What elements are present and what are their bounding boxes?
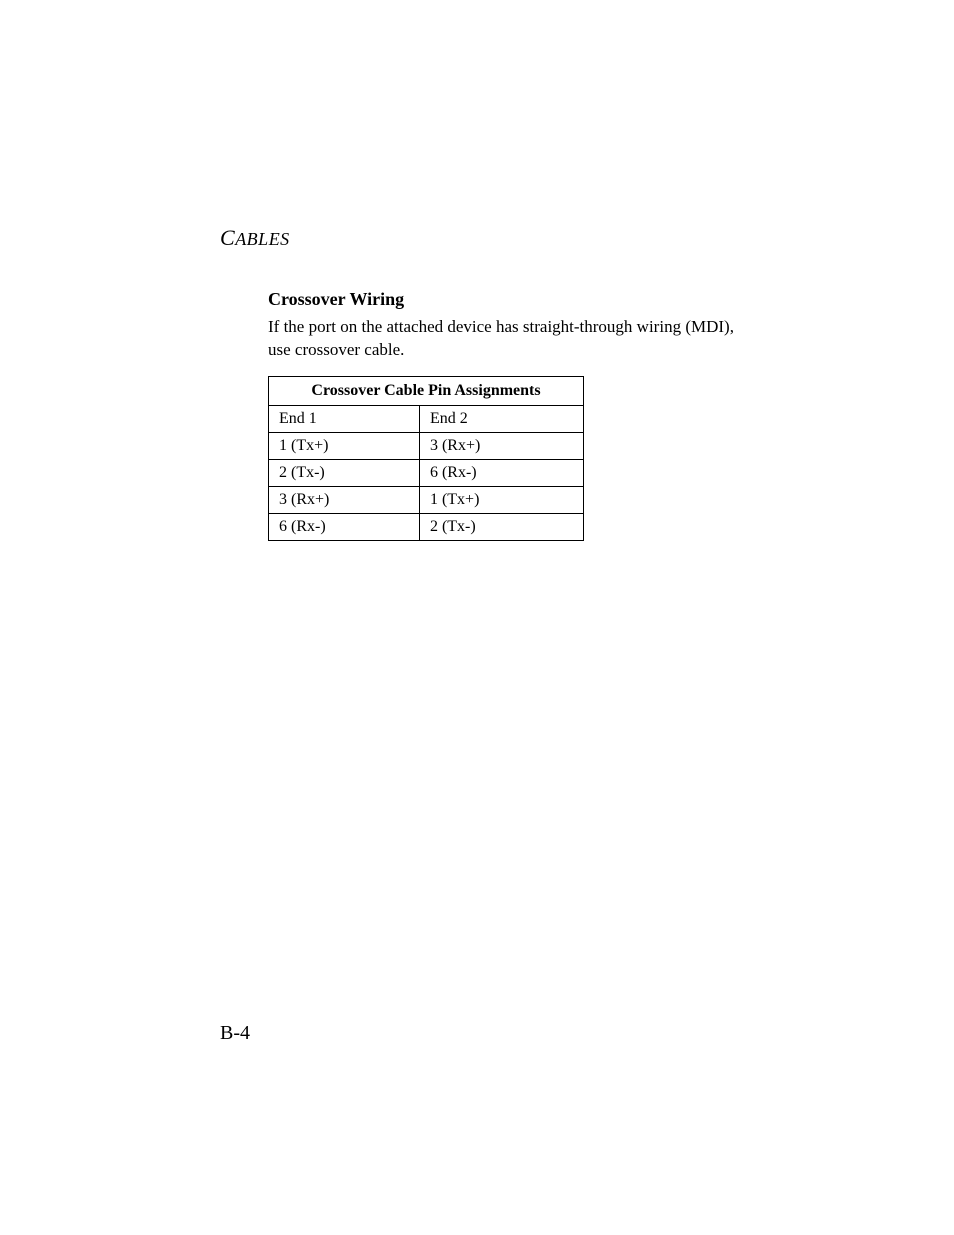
table-caption: Crossover Cable Pin Assignments [269,376,584,405]
section-title: Crossover Wiring [268,289,744,310]
table-cell: 3 (Rx+) [269,486,420,513]
running-head-initial: C [220,225,235,250]
running-head: CABLES [220,225,744,251]
table-cell: 6 (Rx-) [269,513,420,540]
section: Crossover Wiring If the port on the atta… [268,289,744,541]
section-body: If the port on the attached device has s… [268,316,738,362]
table-row: 2 (Tx-) 6 (Rx-) [269,459,584,486]
table-col-header: End 2 [419,405,583,432]
table-header-row: End 1 End 2 [269,405,584,432]
table-row: 1 (Tx+) 3 (Rx+) [269,432,584,459]
running-head-rest: ABLES [235,229,290,249]
table-cell: 6 (Rx-) [419,459,583,486]
table-col-header: End 1 [269,405,420,432]
table-cell: 1 (Tx+) [419,486,583,513]
page: CABLES Crossover Wiring If the port on t… [0,0,954,1235]
table-cell: 1 (Tx+) [269,432,420,459]
pin-assignment-table: Crossover Cable Pin Assignments End 1 En… [268,376,584,541]
table-cell: 2 (Tx-) [269,459,420,486]
table-cell: 2 (Tx-) [419,513,583,540]
page-number: B-4 [220,1022,250,1045]
table-cell: 3 (Rx+) [419,432,583,459]
table-row: 6 (Rx-) 2 (Tx-) [269,513,584,540]
table-row: 3 (Rx+) 1 (Tx+) [269,486,584,513]
